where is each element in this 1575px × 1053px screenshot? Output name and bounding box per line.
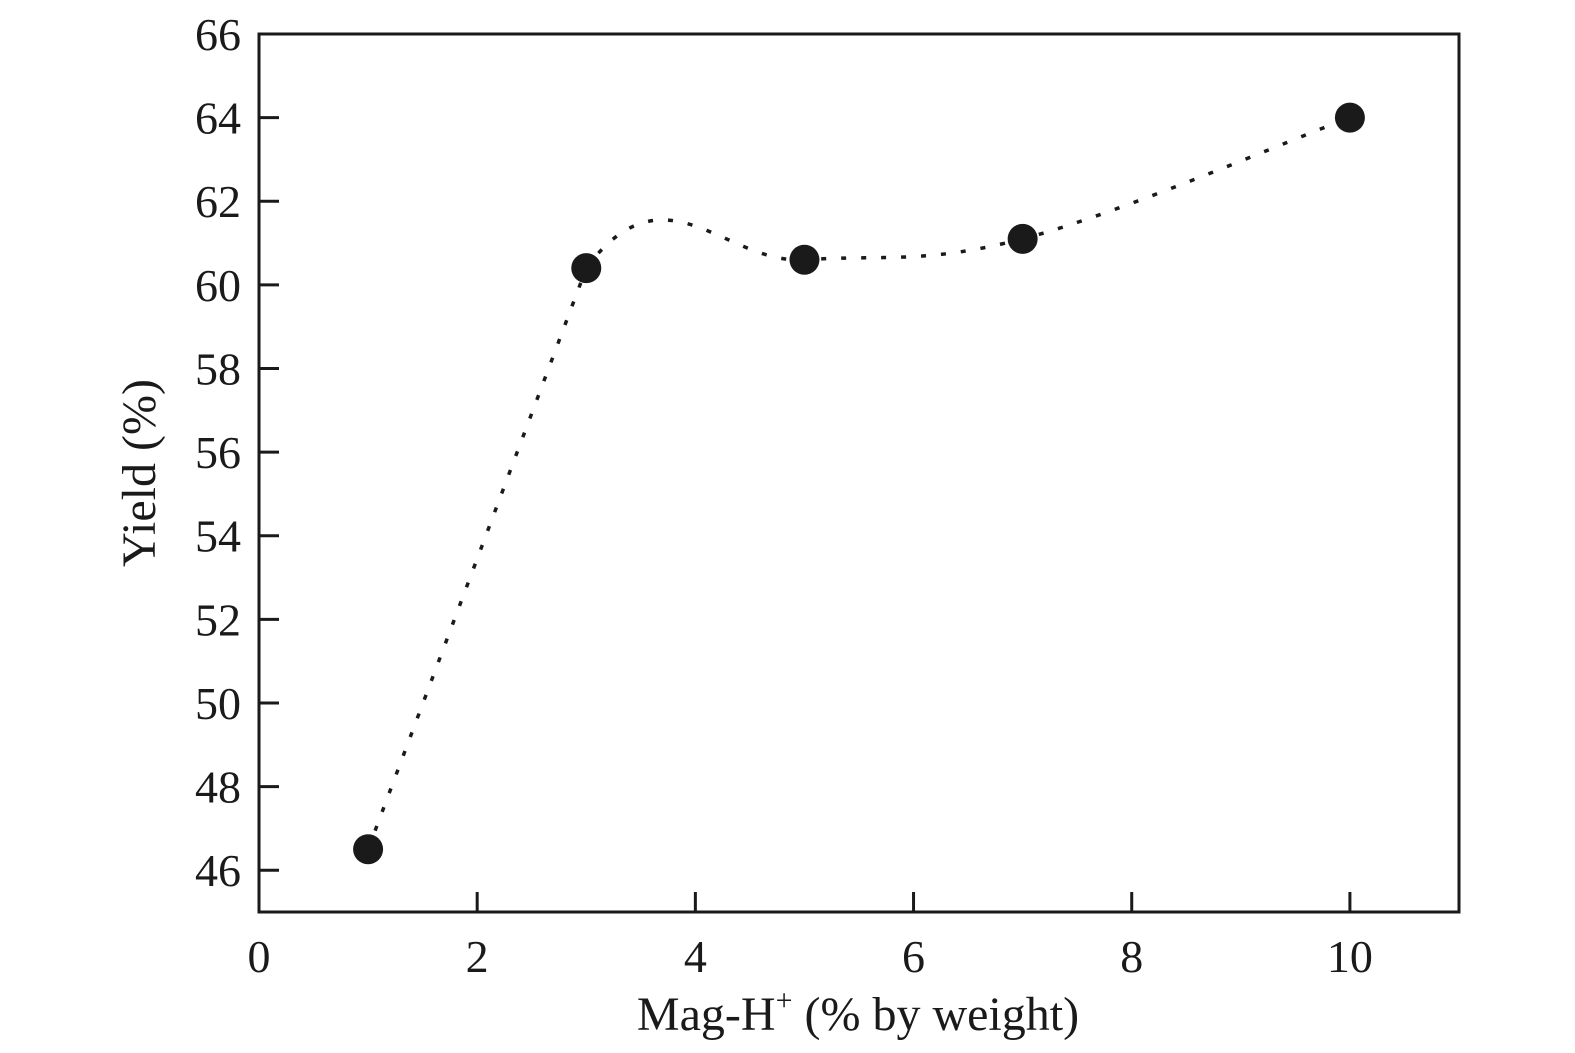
y-tick-label-56: 56 [195,427,241,478]
y-tick-label-64: 64 [195,93,241,144]
x-axis-title-superscript: + [776,984,793,1017]
x-axis-title-suffix: (% by weight) [792,988,1079,1041]
y-tick-label-66: 66 [195,9,241,60]
y-tick-label-52: 52 [195,594,241,645]
y-tick-label-58: 58 [195,343,241,394]
y-axis-title: Yield (%) [113,379,166,567]
x-tick-label-4: 4 [684,931,707,982]
trend-line-group [366,115,1351,850]
y-tick-label-48: 48 [195,762,241,813]
x-axis-title: Mag-H+ (% by weight) [637,984,1079,1041]
series-line-0 [366,115,1351,850]
x-tick-label-0: 0 [248,931,271,982]
data-point-x5 [789,244,820,275]
data-points-group [353,102,1365,865]
x-axis-title-main: Mag-H [637,988,776,1041]
y-tick-label-54: 54 [195,511,241,562]
plot-frame-group [257,32,1461,914]
data-point-x7 [1007,223,1038,254]
y-tick-label-62: 62 [195,176,241,227]
x-tick-label-2: 2 [466,931,489,982]
x-tick-label-6: 6 [902,931,925,982]
x-tick-label-10: 10 [1327,931,1373,982]
y-tick-label-46: 46 [195,845,241,896]
y-tick-label-60: 60 [195,260,241,311]
plot-frame [257,32,1461,914]
y-tick-label-50: 50 [195,678,241,729]
tick-marks-group [257,32,1352,912]
data-point-x3 [571,253,602,284]
data-point-x10 [1334,102,1365,133]
x-tick-label-8: 8 [1120,931,1143,982]
axis-titles-group: Mag-H+ (% by weight) Yield (%) [113,379,1079,1041]
data-point-x1 [353,834,384,865]
